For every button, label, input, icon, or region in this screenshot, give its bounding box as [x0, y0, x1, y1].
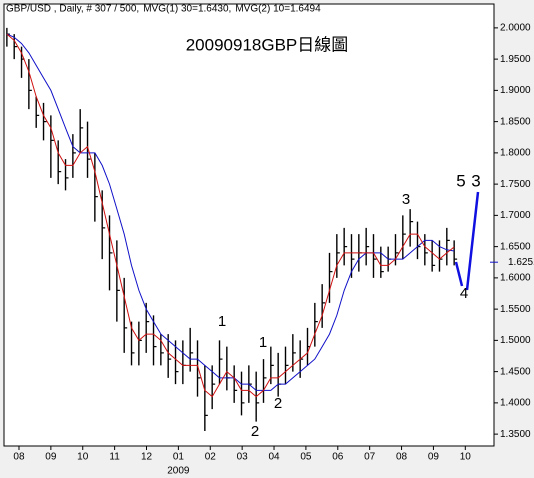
- legend-entry: MVG(1) 30=1.6430,: [143, 4, 231, 15]
- x-tick-label: 02: [205, 452, 217, 463]
- wave-label: 2: [274, 395, 282, 412]
- y-tick-label: 1.3500: [500, 429, 531, 440]
- y-tick-label: 1.6500: [500, 241, 531, 252]
- y-tick-label: 1.9500: [500, 54, 531, 65]
- wave-label: 3: [402, 191, 410, 208]
- y-tick-label: 1.7500: [500, 179, 531, 190]
- x-tick-label: 05: [300, 452, 312, 463]
- y-tick-label: 1.8500: [500, 116, 531, 127]
- y-tick-label: 2.0000: [500, 23, 531, 34]
- x-tick-label: 03: [237, 452, 249, 463]
- y-tick-label: 1.6000: [500, 273, 531, 284]
- x-tick-label: 12: [141, 452, 153, 463]
- y-tick-label: 1.8000: [500, 148, 531, 159]
- x-tick-label: 06: [332, 452, 344, 463]
- wave-label: 1: [259, 334, 267, 351]
- year-label: 2009: [167, 466, 190, 477]
- x-tick-label: 08: [13, 452, 25, 463]
- y-tick-label: 1.4500: [500, 366, 531, 377]
- chart-title: 20090918GBP日線圖: [186, 35, 349, 54]
- y-tick-label: 1.5000: [500, 335, 531, 346]
- x-tick-label: 10: [77, 452, 89, 463]
- wave-projection: [454, 191, 480, 291]
- x-tick-label: 11: [109, 452, 120, 463]
- x-tick-label: 08: [396, 452, 408, 463]
- wave-label: 3: [471, 171, 480, 190]
- x-tick-label: 09: [45, 452, 57, 463]
- legend-entry: MVG(2) 10=1.6494: [235, 4, 321, 15]
- moving-average: [6, 33, 455, 391]
- x-tick-label: 10: [460, 452, 472, 463]
- y-tick-label: 1.5500: [500, 304, 531, 315]
- x-tick-label: 01: [173, 452, 185, 463]
- y-tick-label: 1.4000: [500, 398, 531, 409]
- wave-label: 1: [218, 313, 226, 330]
- moving-average: [6, 33, 455, 398]
- x-tick-label: 09: [428, 452, 440, 463]
- wave-label: 4: [460, 285, 468, 302]
- wave-label: 5: [456, 171, 465, 190]
- y-tick-label: 1.9000: [500, 85, 531, 96]
- y-tick-label: 1.7000: [500, 210, 531, 221]
- x-tick-label: 07: [364, 452, 376, 463]
- wave-label: 2: [251, 423, 259, 440]
- x-tick-label: 04: [268, 452, 280, 463]
- legend-header: GBP/USD , Daily, # 307 / 500,: [6, 4, 139, 15]
